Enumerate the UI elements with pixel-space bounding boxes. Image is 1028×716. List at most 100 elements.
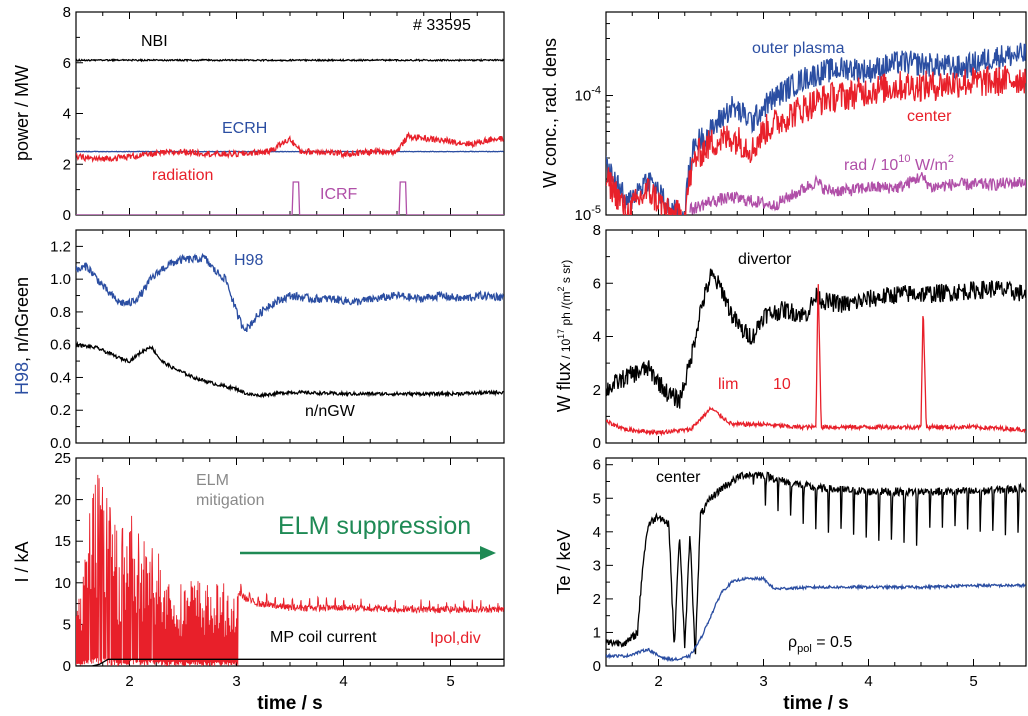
panel-w-flux: W flux / 1017 ph /(m2 s sr) divertor lim… (554, 229, 1027, 444)
series-outer-plasma (606, 42, 1026, 215)
rad-unit: W/m (911, 157, 948, 174)
y-tick-label: 2 (593, 591, 601, 608)
mp-coil-label: MP coil current (270, 629, 377, 646)
x-tick-label: 2 (125, 673, 133, 690)
x-tick-label: 4 (339, 673, 347, 690)
shot-number: # 33595 (413, 17, 471, 34)
y-tick-label: 20 (54, 492, 71, 509)
lim-10-label: 10 (773, 376, 791, 393)
series-radiation (76, 131, 504, 163)
y-tick-label: 10 (54, 575, 71, 592)
rho-value: = 0.5 (812, 634, 853, 651)
center-w-label: center (907, 108, 952, 125)
y-tick-label: 0 (63, 207, 71, 224)
xaxis-title-right: time / s (783, 693, 848, 714)
y-tick-label: 6 (593, 275, 601, 292)
x-tick-label: 3 (232, 673, 240, 690)
elm-suppression-label: ELM suppression (278, 512, 471, 540)
h98-ylabel-group: H98, n/nGreen (12, 277, 32, 395)
x-tick-label: 5 (969, 673, 977, 690)
y-tick-label: 2 (593, 382, 601, 399)
icrf-label: ICRF (320, 186, 358, 203)
y-tick-label: 2 (63, 156, 71, 173)
wflux-ylabel-exp: 17 (556, 329, 566, 339)
rad-base: rad / 10 (844, 157, 898, 174)
series-rad-10-10-w-m-2 (689, 172, 1026, 215)
elm-mitigation-label-1: ELM (196, 472, 229, 489)
plot-layer: 0246810-510-40.00.20.40.60.81.01.2024682… (50, 4, 1027, 690)
elm-mitigation-label-2: mitigation (196, 492, 264, 509)
ipol-div-label: Ipol,div (430, 630, 481, 647)
y-tick-label: 1.2 (50, 238, 71, 255)
elm-suppression-arrow-head (480, 546, 496, 560)
y-tick-label: 6 (593, 457, 601, 474)
y-tick-label: 5 (63, 616, 71, 633)
panel-current: I / kA ELM mitigation ELM suppression MP… (12, 457, 505, 667)
series-mp-coil-current (76, 658, 504, 666)
series-ecrh (76, 150, 504, 153)
series--pol-0-5 (606, 575, 1026, 663)
y-tick-label: 0.0 (50, 435, 71, 452)
ipol-ylabel: I / kA (12, 541, 32, 582)
y-tick-label: 0 (63, 658, 71, 675)
y-tick-label: 0 (593, 435, 601, 452)
ngw-label: n/nGW (305, 403, 356, 420)
plot-power: 0 2 4 6 8 (63, 4, 505, 224)
h98-ylabel-h98: H98 (12, 362, 32, 395)
rho-pol-label: ρpol = 0.5 (788, 634, 852, 655)
y-tick-base: 10 (575, 88, 592, 105)
series-h98 (76, 252, 504, 333)
h98-label: H98 (234, 252, 263, 269)
wflux-ylabel: W flux / 1017 ph /(m2 s sr) (554, 260, 574, 412)
y-tick-label: 5 (593, 490, 601, 507)
rho-symbol: ρ (788, 634, 797, 651)
series-lim-10 (606, 284, 1026, 437)
y-tick-label: 0.2 (50, 402, 71, 419)
panel-power: power / MW # 33595 NBI ECRH radiation IC… (12, 11, 505, 216)
x-tick-label: 2 (654, 673, 662, 690)
h98-ylabel-rest: , n/nGreen (12, 277, 32, 362)
y-tick-label: 10-4 (575, 85, 601, 105)
y-tick-label: 0.8 (50, 304, 71, 321)
series-n-ngw (76, 340, 504, 399)
outer-plasma-label: outer plasma (752, 40, 845, 57)
y-tick-label: 1 (593, 624, 601, 641)
series-ipol-div (76, 474, 504, 666)
plot-ipol: 2 3 4 5 0 5 10 15 20 25 (54, 450, 505, 690)
y-tick-exp: -5 (591, 204, 601, 216)
xaxis-title-left: time / s (257, 693, 322, 714)
plot-wconc: 10-510-4 (575, 11, 1027, 224)
y-tick-label: 25 (54, 450, 71, 467)
wflux-ylabel-exp2: 2 (556, 286, 566, 291)
y-tick-label: 10-5 (575, 204, 601, 224)
ecrh-label: ECRH (222, 120, 267, 137)
x-tick-label: 4 (864, 673, 872, 690)
series-center (606, 65, 1026, 215)
y-tick-label: 4 (63, 106, 71, 123)
lim-label: lim (718, 376, 738, 393)
te-ylabel: Te / keV (554, 529, 574, 594)
wconc-ylabel: W conc., rad. dens (540, 38, 560, 188)
x-tick-label: 3 (759, 673, 767, 690)
wflux-ylabel-w: W flux (554, 362, 574, 412)
power-ylabel: power / MW (12, 65, 32, 161)
series-nbi (76, 58, 504, 63)
rad-exp: 10 (898, 153, 910, 165)
plot-h98: 0.0 0.2 0.4 0.6 0.8 1.0 1.2 (50, 230, 505, 452)
nbi-label: NBI (141, 33, 168, 50)
plot-wflux: 0 2 4 6 8 (593, 222, 1027, 452)
y-tick-label: 4 (593, 524, 601, 541)
y-tick-base: 10 (575, 207, 592, 224)
y-tick-label: 0.6 (50, 337, 71, 354)
rho-sub: pol (797, 643, 812, 655)
y-tick-label: 1.0 (50, 271, 71, 288)
y-tick-label: 15 (54, 533, 71, 550)
divertor-label: divertor (738, 251, 792, 268)
y-tick-exp: -4 (591, 85, 601, 97)
radiation-label: radiation (152, 167, 213, 184)
y-tick-label: 0 (593, 658, 601, 675)
series-divertor (606, 268, 1026, 409)
rad-unit-exp: 2 (948, 153, 954, 165)
y-tick-label: 8 (63, 4, 71, 21)
